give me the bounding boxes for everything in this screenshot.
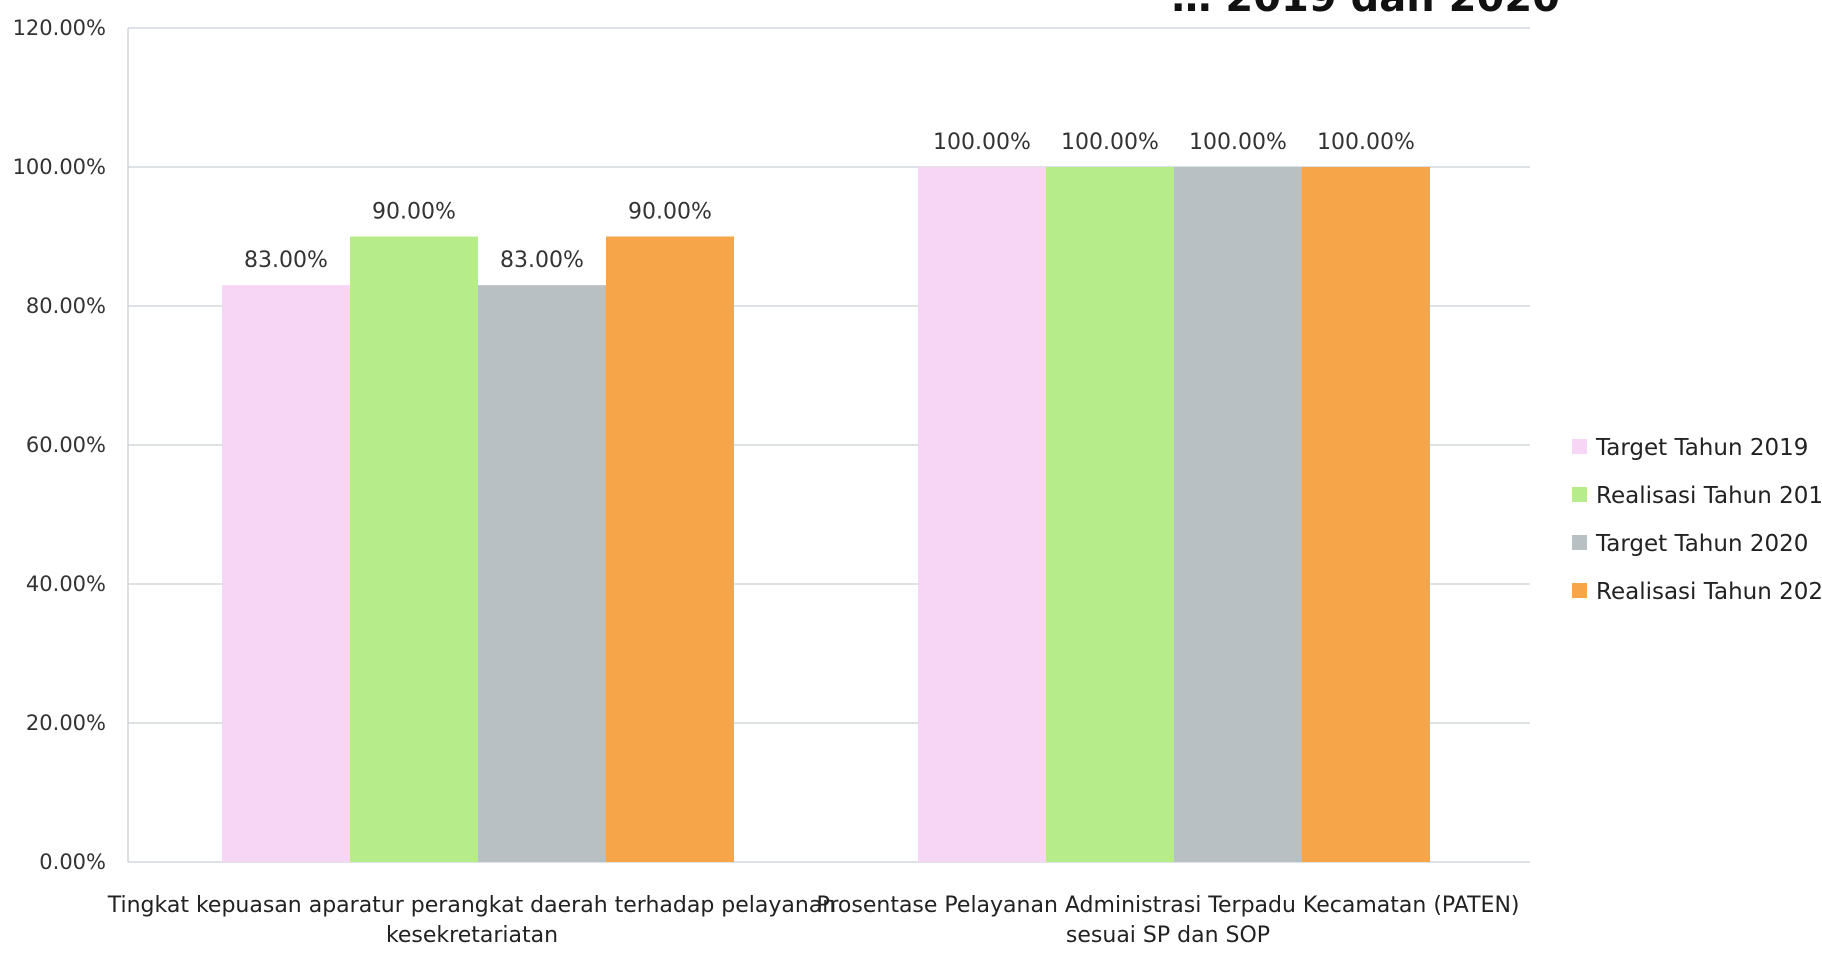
legend-label: Realisasi Tahun 2020: [1596, 579, 1822, 605]
legend-swatch: [1572, 583, 1587, 598]
bar-realisasi-tahun-2019-cat1: [350, 236, 478, 862]
bar-target-tahun-2020-cat2: [1174, 167, 1302, 862]
legend-label: Target Tahun 2019: [1595, 435, 1808, 461]
y-tick-label: 20.00%: [26, 711, 106, 735]
data-label: 100.00%: [933, 130, 1031, 155]
legend-swatch: [1572, 439, 1587, 454]
data-label: 100.00%: [1061, 130, 1159, 155]
bar-realisasi-tahun-2019-cat2: [1046, 167, 1174, 862]
data-label: 83.00%: [244, 248, 328, 273]
legend: Target Tahun 2019 Realisasi Tahun 2019 Tar…: [1572, 435, 1822, 605]
chart-title: … 2019 dan 2020: [1171, 0, 1560, 21]
y-axis-tick-labels: 0.00% 20.00% 40.00% 60.00% 80.00% 100.00% 120.…: [13, 16, 106, 874]
y-tick-label: 100.00%: [13, 155, 106, 179]
bar-target-tahun-2020-cat1: [478, 285, 606, 862]
bar-realisasi-tahun-2020-cat2: [1302, 167, 1430, 862]
data-label: 100.00%: [1317, 130, 1415, 155]
bar-realisasi-tahun-2020-cat1: [606, 236, 734, 862]
category-label: kesekretariatan: [386, 923, 558, 948]
legend-label: Target Tahun 2020: [1595, 531, 1808, 557]
category-labels: Tingkat kepuasan aparatur perangkat daer…: [107, 893, 1520, 948]
bar-target-tahun-2019-cat2: [918, 167, 1046, 862]
y-tick-label: 80.00%: [26, 294, 106, 318]
legend-label: Realisasi Tahun 2019: [1596, 483, 1822, 509]
bars: [222, 167, 1430, 862]
category-label: Tingkat kepuasan aparatur perangkat daer…: [107, 893, 837, 918]
chart-title-group: … 2019 dan 2020: [1171, 0, 1560, 21]
data-label: 100.00%: [1189, 130, 1287, 155]
y-tick-label: 0.00%: [39, 850, 106, 874]
data-label: 90.00%: [372, 200, 456, 225]
category-label: sesuai SP dan SOP: [1066, 923, 1270, 948]
legend-swatch: [1572, 487, 1587, 502]
y-tick-label: 60.00%: [26, 433, 106, 457]
category-label: Prosentase Pelayanan Administrasi Terpad…: [816, 893, 1519, 918]
legend-swatch: [1572, 535, 1587, 550]
data-label: 90.00%: [628, 200, 712, 225]
data-labels: 83.00% 100.00% 90.00% 100.00% 83.00% 100.00% 9…: [244, 130, 1415, 273]
y-tick-label: 120.00%: [13, 16, 106, 40]
bar-target-tahun-2019-cat1: [222, 285, 350, 862]
y-tick-label: 40.00%: [26, 572, 106, 596]
data-label: 83.00%: [500, 248, 584, 273]
